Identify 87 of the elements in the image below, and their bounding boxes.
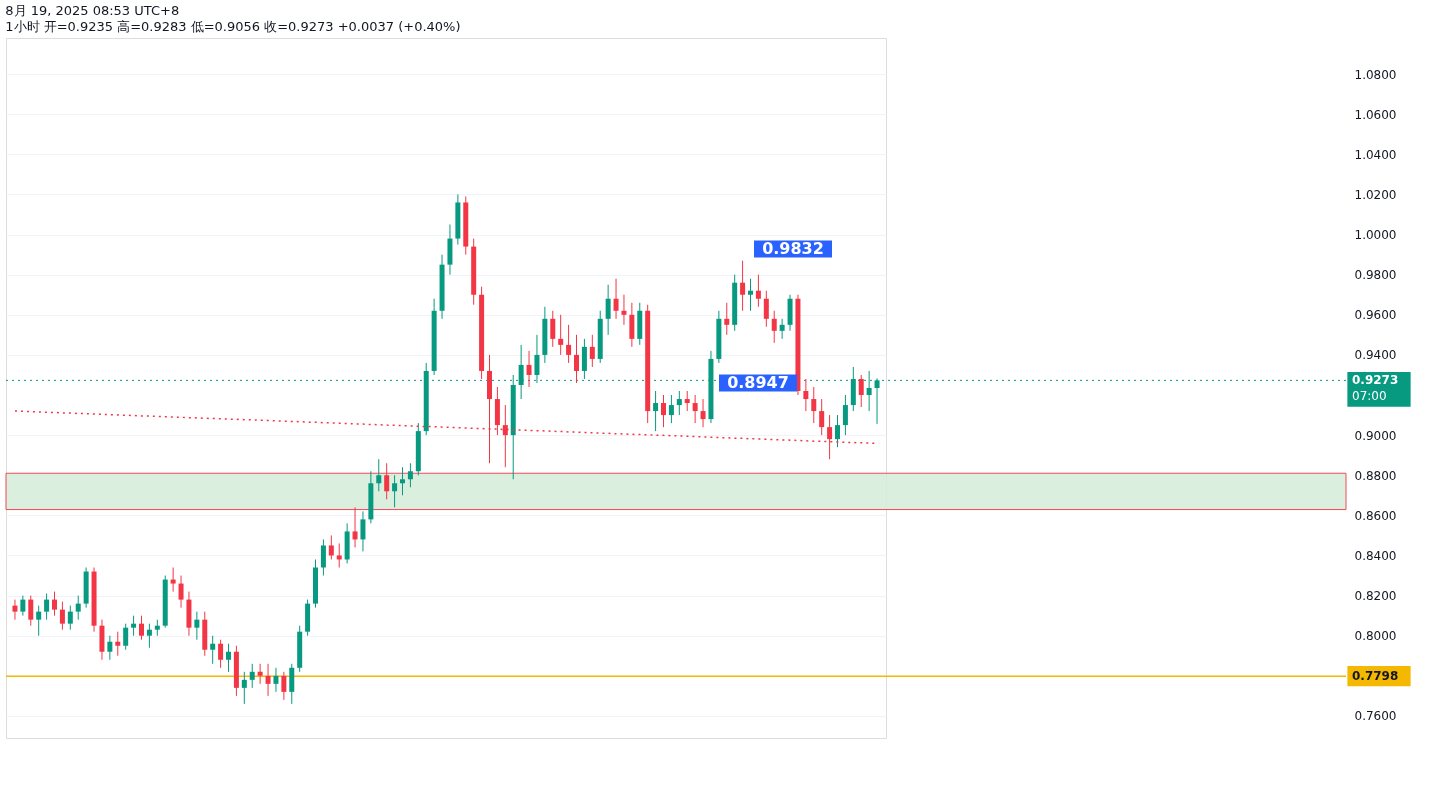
- candlestick: [115, 631, 121, 657]
- candlestick: [763, 290, 769, 328]
- candlestick: [336, 542, 342, 569]
- y-tick-label: 0.8400: [1354, 548, 1397, 563]
- candlestick: [566, 324, 572, 364]
- candlestick: [835, 414, 840, 448]
- candlestick: [392, 474, 398, 508]
- candlestick: [842, 394, 848, 436]
- candlestick: [803, 378, 809, 412]
- candlestick: [858, 374, 864, 408]
- ref-line-label: 0.7798: [1352, 669, 1399, 684]
- candlestick: [605, 284, 611, 336]
- candlestick: [376, 458, 382, 492]
- candlestick: [273, 667, 279, 693]
- y-tick-label: 0.9800: [1354, 268, 1397, 283]
- y-tick-label: 1.0400: [1354, 147, 1397, 162]
- candlestick: [178, 575, 184, 609]
- candlestick: [320, 538, 326, 577]
- candlestick: [653, 390, 659, 432]
- candlestick: [676, 390, 682, 416]
- candlestick: [661, 394, 666, 428]
- candlestick: [265, 663, 271, 697]
- candlestick: [281, 671, 287, 701]
- candlestick: [67, 605, 73, 631]
- candlestick: [574, 334, 579, 384]
- candlestick: [194, 611, 200, 641]
- candlestick: [550, 310, 556, 348]
- candlestick: [874, 377, 880, 425]
- candlestick: [755, 274, 761, 308]
- candlestick: [52, 591, 57, 617]
- y-tick-label: 1.0000: [1354, 228, 1397, 243]
- candlestick: [107, 635, 113, 661]
- y-tick-label: 0.9400: [1354, 348, 1397, 363]
- y-tick-label: 0.8200: [1354, 589, 1397, 604]
- candlestick: [20, 595, 26, 617]
- ref-line-label: 0.9273: [1352, 373, 1399, 388]
- candlestick: [589, 334, 595, 368]
- text: 07:00: [1352, 389, 1387, 404]
- candlestick: [131, 615, 137, 637]
- y-tick-label: 1.0200: [1354, 187, 1397, 202]
- candlestick: [558, 314, 564, 356]
- candlestick: [210, 635, 216, 665]
- candlestick: [613, 278, 619, 320]
- candlestick: [59, 601, 65, 631]
- candlestick: [684, 390, 690, 412]
- candlestick: [724, 302, 730, 336]
- y-tick-label: 0.8000: [1354, 629, 1397, 644]
- candlestick: [819, 398, 825, 436]
- candlestick: [249, 663, 255, 689]
- chart-subtitle: 1小时 开=0.9235 高=0.9283 低=0.9056 收=0.9273 +0.0037 (+0.40%): [5, 19, 461, 34]
- y-tick-label: 0.8600: [1354, 508, 1397, 523]
- candlestick: [360, 510, 366, 552]
- candlestick: [170, 567, 176, 593]
- candlestick: [146, 623, 152, 649]
- candlestick: [526, 350, 532, 388]
- y-tick-label: 0.9000: [1354, 428, 1397, 443]
- candlestick: [218, 639, 224, 669]
- candlestick: [407, 462, 413, 488]
- candlestick: [328, 534, 334, 560]
- candlestick: [139, 615, 144, 641]
- candlestick: [779, 318, 785, 340]
- candlestick: [748, 278, 753, 312]
- candlestick: [28, 595, 34, 627]
- candlestick: [771, 310, 777, 344]
- candlestick: [740, 260, 746, 312]
- candlestick: [123, 623, 129, 651]
- candlestick: [700, 398, 706, 428]
- candlestick: [75, 595, 81, 621]
- candlestick: [692, 394, 698, 424]
- chart-title: 8月 19, 2025 08:53 UTC+8: [5, 3, 180, 18]
- candlestick: [811, 386, 817, 424]
- candlestick: [400, 466, 405, 496]
- y-tick-label: 0.7600: [1354, 709, 1397, 724]
- y-tick-label: 0.8800: [1354, 468, 1397, 483]
- annotation: 0.8947: [727, 373, 789, 392]
- candlestick: [241, 671, 247, 705]
- candlestick: [226, 643, 231, 673]
- candlestick: [12, 599, 18, 621]
- candlestick: [36, 605, 42, 637]
- candlestick: [257, 663, 263, 685]
- candlestick: [44, 593, 50, 621]
- y-tick-label: 1.0800: [1354, 67, 1397, 82]
- y-tick-label: 1.0600: [1354, 107, 1397, 122]
- y-tick-label: 0.9600: [1354, 308, 1397, 323]
- annotation: 0.9832: [762, 239, 824, 258]
- candlestick: [668, 394, 674, 424]
- candlestick: [621, 294, 627, 326]
